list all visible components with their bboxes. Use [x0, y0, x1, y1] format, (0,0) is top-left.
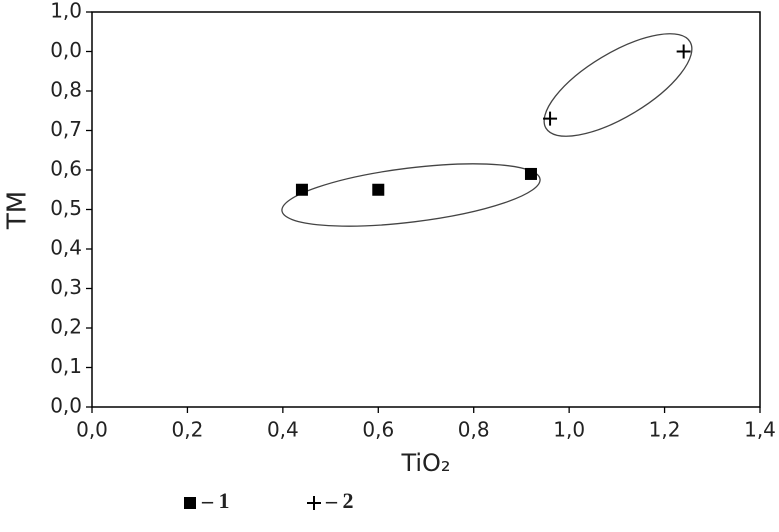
- y-axis-label: TM: [3, 191, 33, 230]
- x-tick-label: 1,0: [553, 418, 585, 442]
- y-tick-label: 0,4: [50, 236, 82, 260]
- point: [543, 111, 558, 126]
- x-tick-label: 0,2: [172, 418, 204, 442]
- y-tick-label: 0,5: [50, 196, 82, 220]
- y-tick-label: 0,6: [50, 157, 82, 181]
- group-ellipse: [281, 163, 541, 227]
- legend-label: – 2: [325, 488, 354, 513]
- y-tick-label: 0,0: [50, 394, 82, 418]
- y-tick-label: 0,3: [50, 275, 82, 299]
- y-tick-label: 0,2: [50, 315, 82, 339]
- x-tick-label: 0,4: [267, 418, 299, 442]
- group-ellipse: [543, 33, 693, 137]
- plot-frame: [91, 11, 761, 408]
- y-tick-label: 0,8: [50, 78, 82, 102]
- x-tick-label: 1,2: [649, 418, 681, 442]
- x-tick-label: 0,8: [458, 418, 490, 442]
- y-tick-label: 0,1: [50, 354, 82, 378]
- point: [676, 44, 691, 59]
- group-outlines: [281, 33, 693, 227]
- point: [295, 183, 308, 196]
- legend-label: – 1: [201, 488, 230, 513]
- x-axis-label: TiO₂: [400, 449, 450, 477]
- y-tick-label: 0,0: [50, 38, 82, 62]
- y-tick-label: 1,0: [50, 0, 82, 23]
- x-tick-label: 0,6: [362, 418, 394, 442]
- y-tick-label: 0,7: [50, 117, 82, 141]
- point: [372, 183, 385, 196]
- point: [524, 167, 537, 180]
- x-tick-label: 1,4: [744, 418, 776, 442]
- legend-marker: [307, 496, 321, 510]
- legend-marker: [184, 497, 196, 509]
- x-tick-label: 0,0: [76, 418, 108, 442]
